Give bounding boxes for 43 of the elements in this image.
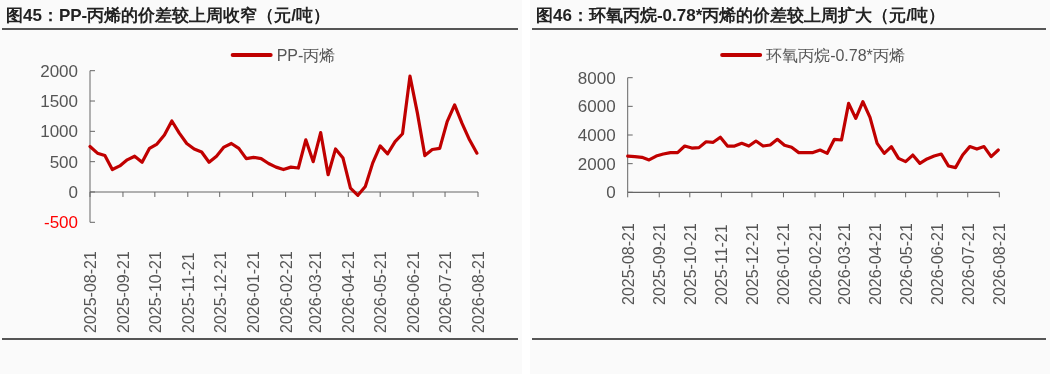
x-tick-label: 2026-04-21 (340, 251, 358, 333)
x-tick-label: 2026-06-21 (405, 251, 423, 333)
y-tick-label: 8000 (577, 68, 616, 88)
x-tick-label: 2026-07-21 (959, 223, 977, 305)
x-tick-label: 2025-10-21 (681, 223, 699, 305)
y-tick-label: 0 (606, 183, 616, 203)
x-tick-label: 2026-03-21 (835, 223, 853, 305)
y-tick-label: 2000 (40, 61, 78, 81)
chart-title: 图46：环氧丙烷-0.78*丙烯的价差较上周扩大（元/吨） (536, 6, 945, 25)
x-tick-label: 2025-10-21 (146, 251, 164, 333)
legend-label: 环氧丙烷-0.78*丙烯 (766, 47, 905, 64)
x-tick-label: 2025-12-21 (211, 251, 229, 333)
line-series (88, 74, 479, 197)
line-series (626, 100, 1000, 170)
x-tick-label: 2026-01-21 (244, 251, 262, 333)
x-tick-label: 2026-01-21 (775, 223, 793, 305)
x-tick-label: 2025-09-21 (114, 251, 132, 333)
x-tick-label: 2025-12-21 (743, 223, 761, 305)
x-tick-label: 2026-02-21 (277, 251, 295, 333)
y-tick-label: 500 (49, 152, 78, 172)
x-tick-label: 2025-08-21 (82, 251, 99, 333)
x-tick-label: 2026-04-21 (867, 223, 885, 305)
y-tick-label: 0 (68, 182, 78, 202)
y-tick-label: 2000 (577, 154, 616, 174)
x-tick-label: 2026-08-21 (470, 251, 487, 333)
y-tick-label: 1500 (40, 92, 78, 112)
y-tick-label: -500 (43, 213, 78, 233)
x-tick-label: 2026-05-21 (372, 251, 390, 333)
x-tick-label: 2025-09-21 (651, 223, 669, 305)
y-tick-label: 1000 (40, 122, 78, 142)
chart-title: 图45：PP-丙烯的价差较上周收窄（元/吨） (6, 6, 330, 25)
y-tick-label: 4000 (577, 126, 616, 145)
y-tick-label: 6000 (577, 97, 616, 117)
x-tick-label: 2026-06-21 (929, 223, 947, 305)
x-tick-label: 2025-11-21 (179, 252, 197, 333)
x-tick-label: 2025-11-21 (713, 224, 731, 305)
x-tick-label: 2025-08-21 (619, 223, 637, 305)
x-tick-label: 2026-05-21 (897, 223, 915, 305)
x-tick-label: 2026-03-21 (307, 251, 325, 333)
x-tick-label: 2026-08-21 (991, 223, 1009, 305)
x-tick-label: 2026-07-21 (437, 251, 455, 333)
x-tick-label: 2026-02-21 (807, 223, 825, 305)
legend-label: PP-丙烯 (276, 47, 336, 64)
